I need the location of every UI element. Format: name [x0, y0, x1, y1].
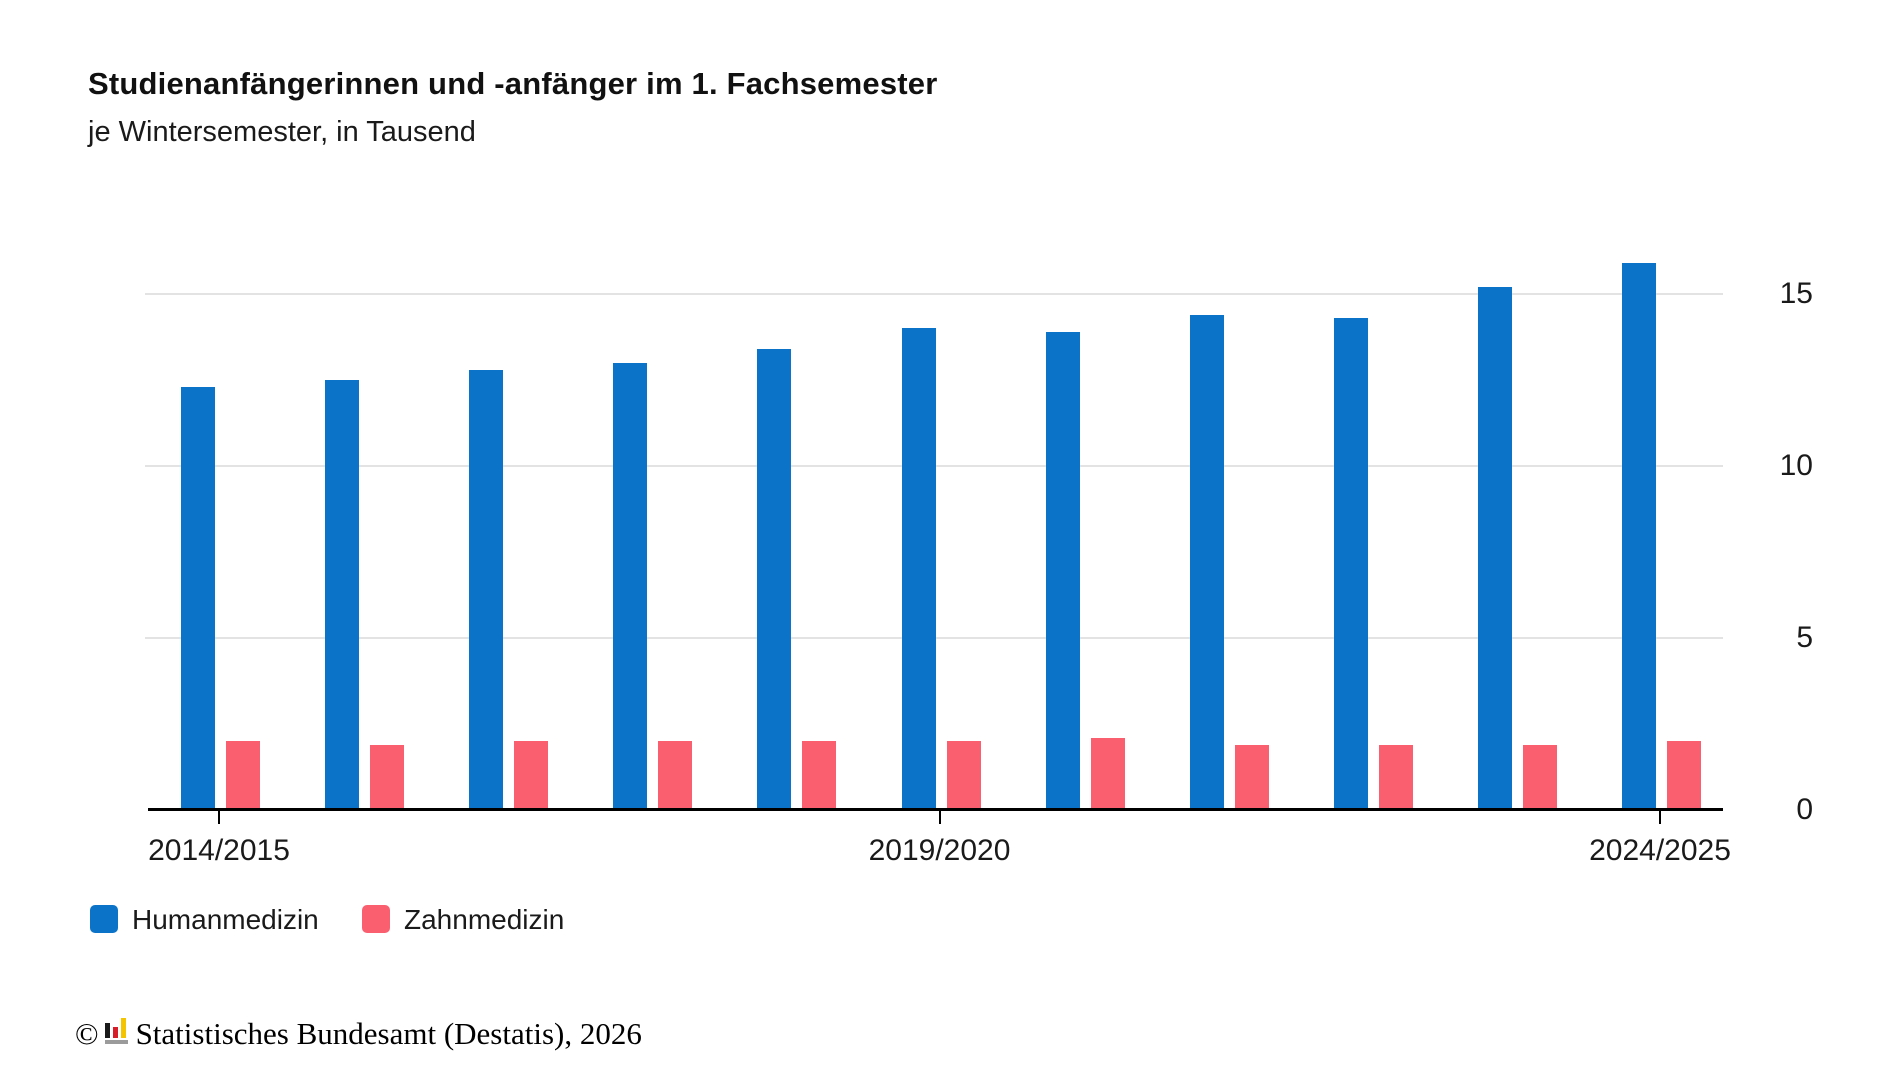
bar-zahnmedizin-2017/2018 — [658, 741, 693, 810]
y-axis-label: 15 — [1779, 277, 1813, 310]
gridline — [145, 293, 1723, 295]
chart-subtitle: je Wintersemester, in Tausend — [88, 116, 476, 148]
legend-label: Humanmedizin — [132, 904, 319, 935]
bar-humanmedizin-2015/2016 — [325, 380, 360, 810]
bar-zahnmedizin-2014/2015 — [226, 741, 260, 810]
x-axis-line — [148, 808, 1723, 811]
legend-swatch-humanmedizin — [90, 905, 118, 933]
bar-zahnmedizin-2020/2021 — [1090, 737, 1125, 810]
x-axis-label: 2014/2015 — [148, 834, 290, 867]
bar-humanmedizin-2024/2025 — [1622, 263, 1656, 810]
y-axis-label: 5 — [1796, 621, 1813, 654]
bar-humanmedizin-2022/2023 — [1333, 318, 1368, 810]
legend-label: Zahnmedizin — [404, 904, 565, 935]
legend-swatch-zahnmedizin — [362, 905, 390, 933]
bar-humanmedizin-2016/2017 — [469, 369, 504, 810]
bar-zahnmedizin-2024/2025 — [1667, 741, 1701, 810]
x-axis-tick — [218, 811, 220, 824]
bar-zahnmedizin-2018/2019 — [802, 741, 837, 810]
x-axis-tick — [1659, 811, 1661, 824]
x-axis-label: 2019/2020 — [868, 834, 1011, 867]
destatis-logo-icon — [104, 1017, 128, 1044]
bar-zahnmedizin-2015/2016 — [370, 744, 405, 810]
y-axis-label: 10 — [1779, 449, 1813, 482]
copyright-symbol: © — [75, 1016, 99, 1051]
chart-title: Studienanfängerinnen und -anfänger im 1.… — [88, 66, 938, 101]
source-line: © Statistisches Bundesamt (Destatis), 202… — [75, 1016, 642, 1052]
bar-humanmedizin-2017/2018 — [613, 362, 648, 810]
x-axis-tick — [938, 811, 941, 824]
y-axis-label: 0 — [1796, 793, 1813, 826]
bar-humanmedizin-2019/2020 — [901, 328, 936, 810]
bar-zahnmedizin-2016/2017 — [514, 741, 549, 810]
bar-humanmedizin-2018/2019 — [757, 349, 792, 810]
bar-zahnmedizin-2023/2024 — [1522, 744, 1557, 810]
bar-humanmedizin-2023/2024 — [1477, 287, 1512, 810]
x-axis-label: 2024/2025 — [1589, 834, 1731, 867]
bar-humanmedizin-2014/2015 — [181, 386, 215, 810]
bar-zahnmedizin-2019/2020 — [946, 741, 981, 810]
bar-humanmedizin-2020/2021 — [1045, 331, 1080, 810]
bar-humanmedizin-2021/2022 — [1189, 314, 1224, 810]
source-text: Statistisches Bundesamt (Destatis), 2026 — [135, 1016, 642, 1051]
bar-zahnmedizin-2022/2023 — [1378, 744, 1413, 810]
bar-zahnmedizin-2021/2022 — [1234, 744, 1269, 810]
